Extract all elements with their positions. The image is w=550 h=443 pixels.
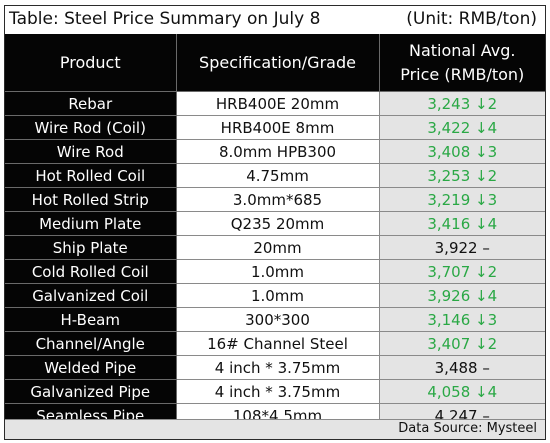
table-row: Ship Plate 20mm 3,922 – <box>5 235 545 260</box>
product-cell: Rebar <box>5 91 177 116</box>
title-bar: Table: Steel Price Summary on July 8 (Un… <box>5 6 545 34</box>
table-title: Table: Steel Price Summary on July 8 <box>9 9 321 29</box>
header-price-line1: National Avg. <box>409 40 516 60</box>
spec-cell: HRB400E 8mm <box>176 115 380 140</box>
table-row: H-Beam 300*300 3,146 ↓3 <box>5 307 545 332</box>
spec-cell: 16# Channel Steel <box>176 331 380 356</box>
product-cell: Galvanized Coil <box>5 283 177 308</box>
price-value-down: 4,058 ↓4 <box>427 382 498 401</box>
price-cell: 3,407 ↓2 <box>379 331 545 356</box>
header-price-line2: Price (RMB/ton) <box>400 64 525 84</box>
unit-label: (Unit: RMB/ton) <box>406 9 537 29</box>
product-cell: Hot Rolled Coil <box>5 163 177 188</box>
spec-cell: Q235 20mm <box>176 211 380 236</box>
spec-cell: 1.0mm <box>176 259 380 284</box>
spec-cell: 4 inch * 3.75mm <box>176 355 380 380</box>
price-cell: 3,408 ↓3 <box>379 139 545 164</box>
spec-cell: 300*300 <box>176 307 380 332</box>
price-value-down: 3,219 ↓3 <box>427 190 498 209</box>
price-value-down: 3,407 ↓2 <box>427 334 498 353</box>
table-row: Galvanized Coil 1.0mm 3,926 ↓4 <box>5 283 545 308</box>
table-row: Welded Pipe 4 inch * 3.75mm 3,488 – <box>5 355 545 380</box>
spec-cell: 20mm <box>176 235 380 260</box>
header-row: Product Specification/Grade National Avg… <box>5 34 545 92</box>
price-value-down: 3,408 ↓3 <box>427 142 498 161</box>
product-cell: Channel/Angle <box>5 331 177 356</box>
spec-cell: 8.0mm HPB300 <box>176 139 380 164</box>
price-cell: 3,707 ↓2 <box>379 259 545 284</box>
table-row: Channel/Angle 16# Channel Steel 3,407 ↓2 <box>5 331 545 356</box>
price-value-down: 3,146 ↓3 <box>427 310 498 329</box>
price-value-flat: 3,922 – <box>434 238 490 257</box>
product-cell: Medium Plate <box>5 211 177 236</box>
price-value-down: 3,422 ↓4 <box>427 118 498 137</box>
price-value-down: 3,926 ↓4 <box>427 286 498 305</box>
table-row: Wire Rod 8.0mm HPB300 3,408 ↓3 <box>5 139 545 164</box>
price-cell: 3,416 ↓4 <box>379 211 545 236</box>
price-value-flat: 3,488 – <box>434 358 490 377</box>
price-cell: 3,243 ↓2 <box>379 91 545 116</box>
price-value-down: 3,253 ↓2 <box>427 166 498 185</box>
price-cell: 4,058 ↓4 <box>379 379 545 404</box>
price-table: Product Specification/Grade National Avg… <box>5 34 545 428</box>
header-price: National Avg. Price (RMB/ton) <box>379 34 545 92</box>
footer-bar: Data Source: Mysteel <box>5 419 545 439</box>
product-cell: Hot Rolled Strip <box>5 187 177 212</box>
spec-cell: 4 inch * 3.75mm <box>176 379 380 404</box>
product-cell: Wire Rod <box>5 139 177 164</box>
price-cell: 3,926 ↓4 <box>379 283 545 308</box>
spec-cell: 3.0mm*685 <box>176 187 380 212</box>
price-table-frame: Table: Steel Price Summary on July 8 (Un… <box>4 5 546 440</box>
price-value-down: 3,416 ↓4 <box>427 214 498 233</box>
price-cell: 3,488 – <box>379 355 545 380</box>
table-row: Hot Rolled Coil 4.75mm 3,253 ↓2 <box>5 163 545 188</box>
header-spec: Specification/Grade <box>176 34 380 92</box>
spec-cell: 4.75mm <box>176 163 380 188</box>
table-row: Rebar HRB400E 20mm 3,243 ↓2 <box>5 91 545 116</box>
product-cell: Ship Plate <box>5 235 177 260</box>
product-cell: H-Beam <box>5 307 177 332</box>
header-product: Product <box>5 34 177 92</box>
price-value-down: 3,243 ↓2 <box>427 94 498 113</box>
table-row: Galvanized Pipe 4 inch * 3.75mm 4,058 ↓4 <box>5 379 545 404</box>
product-cell: Welded Pipe <box>5 355 177 380</box>
price-value-down: 3,707 ↓2 <box>427 262 498 281</box>
spec-cell: HRB400E 20mm <box>176 91 380 116</box>
price-cell: 3,922 – <box>379 235 545 260</box>
product-cell: Wire Rod (Coil) <box>5 115 177 140</box>
price-cell: 3,253 ↓2 <box>379 163 545 188</box>
table-row: Wire Rod (Coil) HRB400E 8mm 3,422 ↓4 <box>5 115 545 140</box>
product-cell: Cold Rolled Coil <box>5 259 177 284</box>
price-cell: 3,219 ↓3 <box>379 187 545 212</box>
price-cell: 3,146 ↓3 <box>379 307 545 332</box>
table-row: Hot Rolled Strip 3.0mm*685 3,219 ↓3 <box>5 187 545 212</box>
price-cell: 3,422 ↓4 <box>379 115 545 140</box>
spec-cell: 1.0mm <box>176 283 380 308</box>
product-cell: Galvanized Pipe <box>5 379 177 404</box>
data-source: Data Source: Mysteel <box>398 421 537 436</box>
table-row: Cold Rolled Coil 1.0mm 3,707 ↓2 <box>5 259 545 284</box>
table-row: Medium Plate Q235 20mm 3,416 ↓4 <box>5 211 545 236</box>
